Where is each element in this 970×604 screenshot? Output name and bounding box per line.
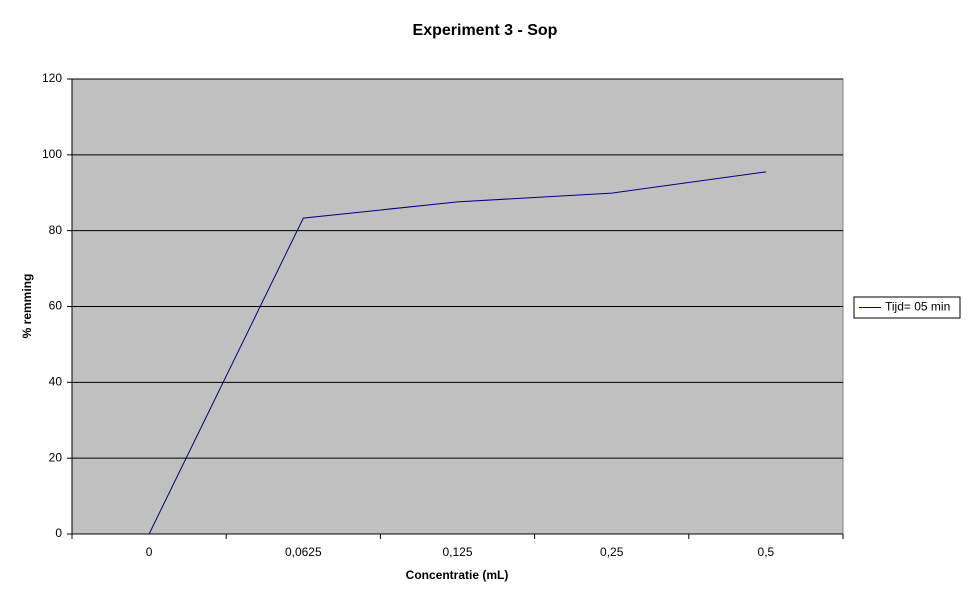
y-tick-label: 20 xyxy=(49,450,63,464)
x-tick-label: 0,25 xyxy=(600,545,624,559)
x-tick-label: 0,0625 xyxy=(285,545,322,559)
x-tick-label: 0,5 xyxy=(758,545,775,559)
y-tick-label: 80 xyxy=(49,223,63,237)
legend-box xyxy=(853,296,961,319)
y-tick-label: 60 xyxy=(49,299,63,313)
y-tick-label: 120 xyxy=(42,71,62,85)
x-tick-label: 0 xyxy=(146,545,153,559)
x-tick-label: 0,125 xyxy=(442,545,472,559)
y-axis-label: % remming xyxy=(20,274,34,339)
chart-title: Experiment 3 - Sop xyxy=(413,22,558,39)
y-tick-label: 40 xyxy=(49,375,63,389)
y-tick-label: 0 xyxy=(55,526,62,540)
legend-label: Tijd= 05 min xyxy=(885,300,950,314)
x-axis-label: Concentratie (mL) xyxy=(406,568,509,582)
y-tick-label: 100 xyxy=(42,147,62,161)
data-line xyxy=(148,171,766,535)
